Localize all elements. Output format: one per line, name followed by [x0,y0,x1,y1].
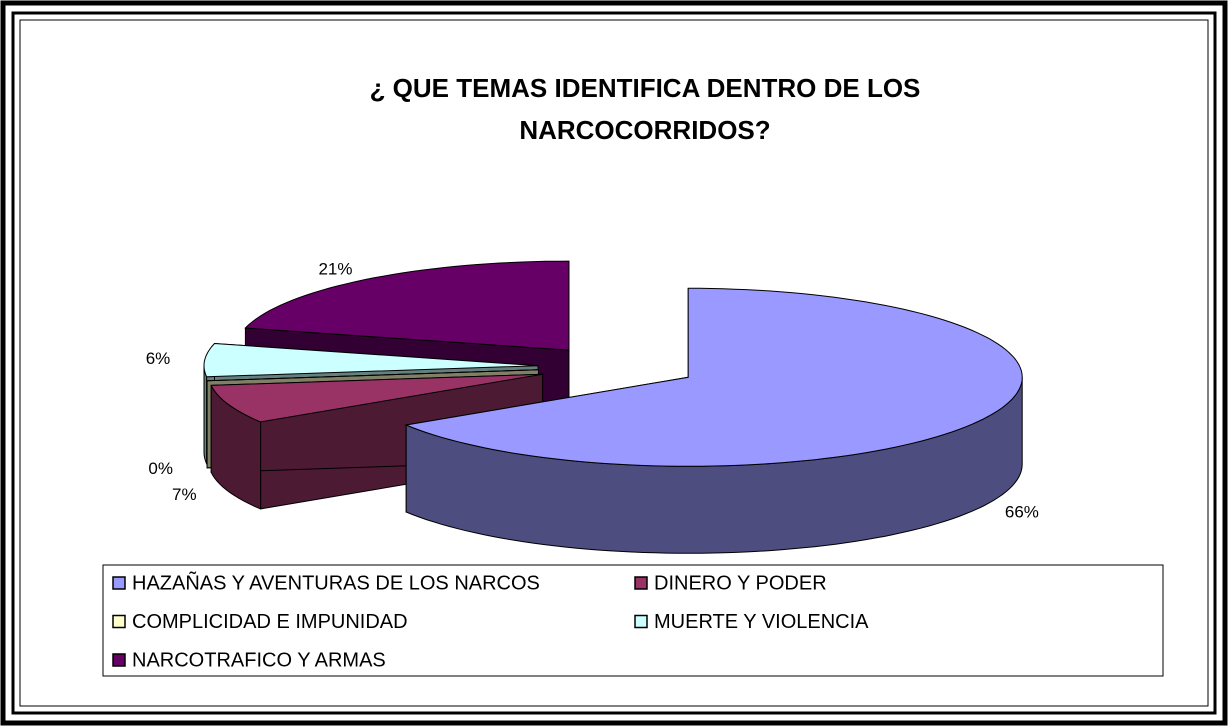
slice [207,369,539,382]
slice [404,287,1023,467]
data-label: 7% [172,485,197,504]
legend-swatch [634,614,648,629]
data-label: 0% [148,459,173,478]
slice [244,260,570,351]
data-label: 21% [318,259,352,278]
legend-swatch [634,576,648,590]
legend-swatch [112,614,126,629]
legend-label: DINERO Y PODER [654,572,827,594]
pie: 66% 7% 0% 6% 21% [146,259,1039,554]
legend-swatch [112,576,126,590]
inner-frame [11,11,1217,715]
legend-label: NARCOTRAFICO Y ARMAS [132,649,386,671]
chart-area [19,19,1209,707]
legend-swatch [112,653,126,667]
slice-side [203,365,208,464]
legend-box [102,564,1164,677]
legend-label: COMPLICIDAD E IMPUNIDAD [132,611,408,633]
data-label: 6% [146,349,171,368]
chart-title: ¿ QUE TEMAS IDENTIFICA DENTRO DE LOS NARC… [370,73,921,145]
slice [203,342,539,378]
slice [210,373,543,423]
legend-label: HAZAÑAS Y AVENTURAS DE LOS NARCOS [132,570,540,594]
data-label: 66% [1005,503,1039,522]
legend-label: MUERTE Y VIOLENCIA [654,611,869,633]
